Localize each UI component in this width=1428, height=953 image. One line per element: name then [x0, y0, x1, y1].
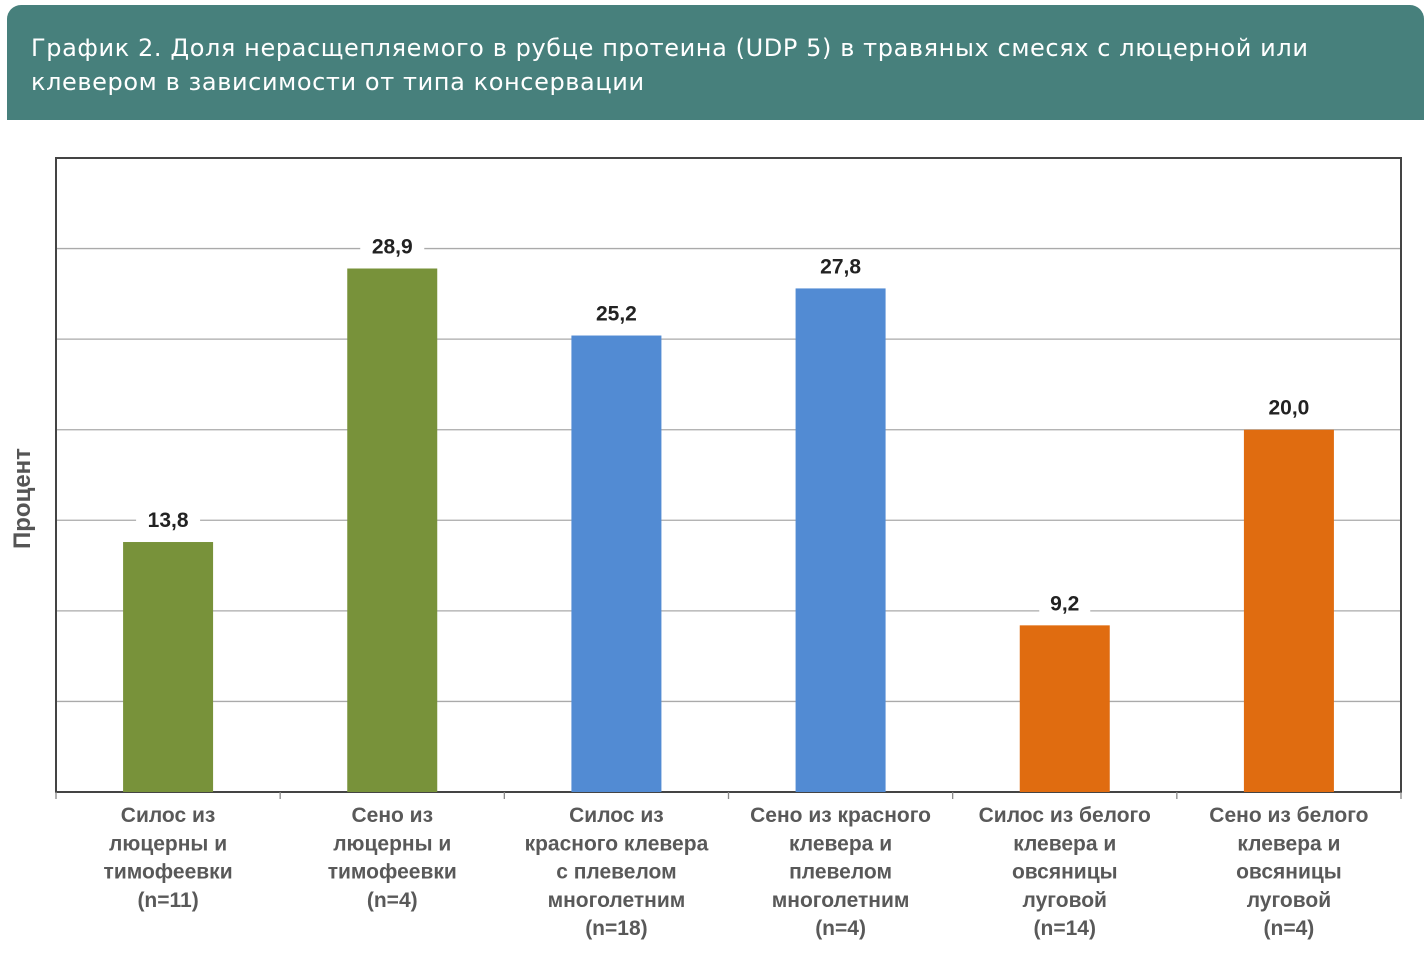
x-tick-label: (n=11) — [137, 889, 198, 912]
x-tick-label: с плевелом — [556, 861, 676, 884]
x-tick-label: клевера и — [789, 832, 892, 855]
data-label: 20,0 — [1268, 397, 1309, 420]
x-tick-label: многолетним — [772, 889, 910, 912]
chart-title: График 2. Доля нерасщепляемого в рубце п… — [31, 34, 1309, 96]
x-tick-label: Сено из красного — [750, 804, 931, 827]
x-tick-label: многолетним — [548, 889, 686, 912]
data-label-bg — [1256, 391, 1321, 420]
bar — [1019, 625, 1110, 792]
bar — [571, 335, 662, 792]
bar — [123, 542, 214, 792]
x-tick-label: Силос из белого — [979, 804, 1151, 827]
x-tick-label: Сено из — [351, 804, 433, 827]
data-label: 25,2 — [596, 303, 637, 326]
chart-header: График 2. Доля нерасщепляемого в рубце п… — [7, 5, 1424, 120]
x-tick-label: овсяницы — [1236, 861, 1342, 884]
bar — [347, 268, 438, 792]
x-tick-label: люцерны и — [333, 832, 451, 855]
x-tick-label: Силос из — [121, 804, 216, 827]
x-tick-label: люцерны и — [109, 832, 227, 855]
x-tick-label: клевера и — [1237, 832, 1340, 855]
x-tick-label: (n=4) — [815, 917, 866, 940]
bar — [1243, 429, 1334, 792]
bar — [795, 288, 886, 792]
x-tick-label: овсяницы — [1012, 861, 1118, 884]
x-tick-label: луговой — [1247, 889, 1331, 912]
x-tick-label: красного клевера — [525, 832, 709, 855]
x-tick-label: луговой — [1023, 889, 1107, 912]
x-tick-label: клевера и — [1013, 832, 1116, 855]
data-label-bg — [136, 504, 201, 533]
data-label: 9,2 — [1050, 592, 1079, 615]
x-tick-label: (n=18) — [585, 917, 647, 940]
x-tick-label: тимофеевки — [104, 861, 233, 884]
plot-border — [55, 157, 1402, 793]
x-tick-label: (n=4) — [367, 889, 418, 912]
x-tick-label: тимофеевки — [328, 861, 457, 884]
data-label-bg — [360, 230, 425, 259]
x-tick-label: (n=4) — [1264, 917, 1315, 940]
data-label: 13,8 — [148, 509, 189, 532]
data-label-bg — [584, 297, 649, 326]
data-label: 27,8 — [820, 255, 861, 278]
x-tick-label: (n=14) — [1034, 917, 1096, 940]
x-tick-label: плевелом — [789, 861, 892, 884]
x-tick-label: Сено из белого — [1209, 804, 1368, 827]
data-label-bg — [808, 250, 873, 279]
x-tick-label: Силос из — [569, 804, 664, 827]
data-label-bg — [1039, 587, 1091, 616]
data-label: 28,9 — [372, 235, 413, 258]
